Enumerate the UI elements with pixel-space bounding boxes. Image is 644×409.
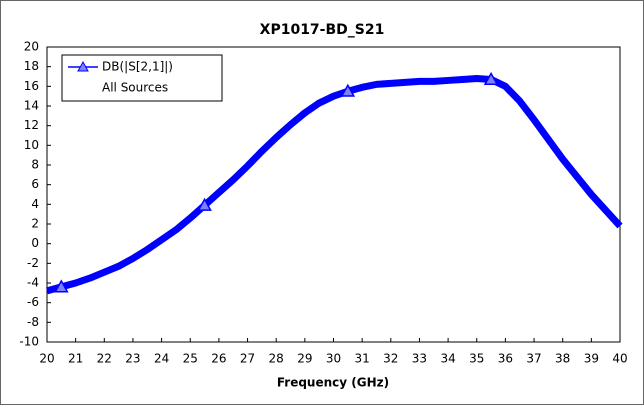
y-tick-label: 20 [24, 40, 39, 54]
x-tick-label: 34 [440, 352, 455, 366]
x-tick-label: 33 [412, 352, 427, 366]
x-tick-label: 35 [469, 352, 484, 366]
x-tick-label: 32 [383, 352, 398, 366]
x-tick-label: 22 [97, 352, 112, 366]
x-tick-label: 31 [355, 352, 370, 366]
legend-box [61, 54, 223, 102]
x-axis-label: Frequency (GHz) [277, 376, 389, 390]
x-tick-label: 29 [297, 352, 312, 366]
y-tick-label: 14 [24, 99, 39, 113]
y-tick-label: 10 [24, 138, 39, 152]
point-marker [340, 83, 356, 97]
x-tick-label: 36 [498, 352, 513, 366]
y-tick-label: -4 [27, 276, 39, 290]
y-tick-label: 6 [31, 177, 39, 191]
x-tick-label: 39 [584, 352, 599, 366]
legend-note: All Sources [102, 81, 168, 95]
x-tick-label: 28 [269, 352, 284, 366]
y-tick-label: 4 [31, 197, 39, 211]
y-tick-label: -10 [19, 335, 39, 349]
point-marker [54, 279, 69, 293]
x-tick-label: 25 [183, 352, 198, 366]
y-tick-label: 0 [31, 236, 39, 250]
y-tick-label: 8 [31, 158, 39, 172]
x-tick-label: 27 [240, 352, 255, 366]
x-tick-label: 37 [526, 352, 541, 366]
y-tick-label: -2 [27, 256, 39, 270]
y-tick-label: -8 [27, 315, 39, 329]
series-line [46, 74, 623, 295]
legend-label: DB(|S[2,1]|) [102, 60, 173, 74]
point-marker [483, 71, 499, 85]
y-tick-label: 16 [24, 79, 39, 93]
y-tick-label: -6 [27, 295, 39, 309]
x-tick-label: 24 [154, 352, 169, 366]
x-tick-label: 26 [211, 352, 226, 366]
y-tick-label: 12 [24, 118, 39, 132]
legend-marker [77, 60, 89, 72]
point-marker [197, 197, 212, 211]
x-tick-label: 20 [39, 352, 54, 366]
x-tick-label: 30 [326, 352, 341, 366]
x-tick-label: 21 [68, 352, 83, 366]
x-tick-label: 40 [612, 352, 627, 366]
x-tick-label: 38 [555, 352, 570, 366]
y-tick-label: 18 [24, 59, 39, 73]
y-tick-label: 2 [31, 217, 39, 231]
chart-title: XP1017-BD_S21 [260, 22, 385, 38]
x-tick-label: 23 [125, 352, 140, 366]
